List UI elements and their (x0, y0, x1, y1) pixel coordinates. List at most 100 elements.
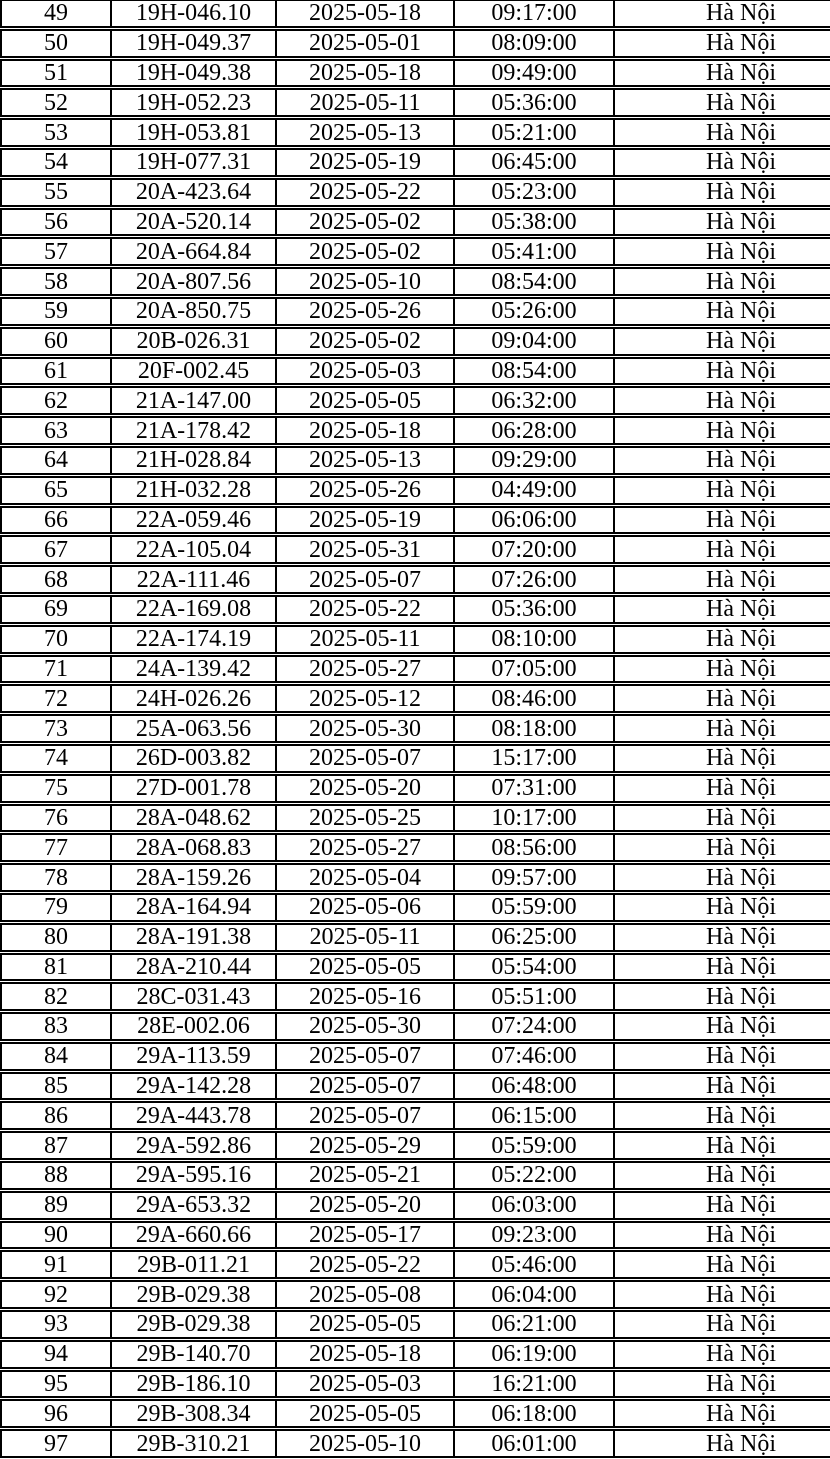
cell-index: 81 (44, 954, 68, 980)
cell-index: 92 (44, 1282, 68, 1308)
cell-date: 2025-05-02 (275, 209, 453, 235)
cell-index: 85 (44, 1073, 68, 1099)
cell-location: Hà Nội (613, 1312, 830, 1337)
table-row: 66 22A-059.46 2025-05-19 06:06:00 Hà Nội (0, 505, 830, 535)
cell-date: 2025-05-01 (275, 30, 453, 56)
cell-license-plate: 28C-031.43 (110, 984, 275, 1010)
cell-license-plate: 22A-174.19 (110, 626, 275, 652)
cell-index: 65 (44, 477, 68, 503)
table-row: 52 19H-052.23 2025-05-11 05:36:00 Hà Nội (0, 88, 830, 118)
cell-index: 86 (44, 1103, 68, 1129)
cell-date: 2025-05-05 (275, 954, 453, 980)
cell-index: 67 (44, 537, 68, 563)
cell-location: Hà Nội (613, 447, 830, 473)
cell-location: Hà Nội (613, 1371, 830, 1397)
cell-license-plate: 28A-210.44 (110, 954, 275, 980)
table-row: 71 24A-139.42 2025-05-27 07:05:00 Hà Nội (0, 654, 830, 684)
cell-date: 2025-05-30 (275, 1014, 453, 1039)
cell-license-plate: 21A-178.42 (110, 418, 275, 443)
cell-location: Hà Nội (613, 1282, 830, 1308)
table-row: 61 20F-002.45 2025-05-03 08:54:00 Hà Nội (0, 356, 830, 386)
cell-index: 76 (44, 805, 68, 831)
cell-index: 97 (44, 1431, 68, 1457)
cell-time: 04:49:00 (453, 477, 613, 503)
cell-license-plate: 19H-046.10 (110, 1, 275, 26)
cell-license-plate: 29B-310.21 (110, 1431, 275, 1457)
cell-date: 2025-05-30 (275, 716, 453, 741)
cell-license-plate: 21A-147.00 (110, 388, 275, 414)
cell-time: 05:59:00 (453, 1133, 613, 1159)
table-row: 68 22A-111.46 2025-05-07 07:26:00 Hà Nội (0, 565, 830, 594)
cell-time: 06:18:00 (453, 1401, 613, 1427)
cell-location: Hà Nội (613, 507, 830, 533)
cell-date: 2025-05-11 (275, 924, 453, 950)
cell-index: 89 (44, 1192, 68, 1218)
cell-license-plate: 21H-028.84 (110, 447, 275, 473)
table-row: 55 20A-423.64 2025-05-22 05:23:00 Hà Nội (0, 177, 830, 207)
cell-location: Hà Nội (613, 865, 830, 890)
cell-location: Hà Nội (613, 328, 830, 354)
cell-license-plate: 29B-308.34 (110, 1401, 275, 1427)
table-row: 87 29A-592.86 2025-05-29 05:59:00 Hà Nội (0, 1131, 830, 1161)
cell-index: 87 (44, 1133, 68, 1159)
cell-location: Hà Nội (613, 716, 830, 741)
cell-time: 05:22:00 (453, 1163, 613, 1188)
cell-license-plate: 29B-186.10 (110, 1371, 275, 1397)
cell-date: 2025-05-02 (275, 239, 453, 265)
cell-license-plate: 29A-142.28 (110, 1073, 275, 1099)
cell-location: Hà Nội (613, 835, 830, 861)
table-row: 73 25A-063.56 2025-05-30 08:18:00 Hà Nội (0, 714, 830, 743)
cell-date: 2025-05-27 (275, 656, 453, 682)
cell-date: 2025-05-25 (275, 805, 453, 831)
cell-time: 08:10:00 (453, 626, 613, 652)
cell-index: 74 (44, 745, 68, 771)
cell-index: 59 (44, 298, 68, 324)
cell-date: 2025-05-12 (275, 686, 453, 712)
cell-index: 69 (44, 596, 68, 622)
table-row: 81 28A-210.44 2025-05-05 05:54:00 Hà Nội (0, 952, 830, 982)
cell-time: 08:54:00 (453, 269, 613, 294)
table-row: 59 20A-850.75 2025-05-26 05:26:00 Hà Nội (0, 296, 830, 326)
cell-date: 2025-05-18 (275, 418, 453, 443)
cell-date: 2025-05-05 (275, 1401, 453, 1427)
table-row: 77 28A-068.83 2025-05-27 08:56:00 Hà Nội (0, 833, 830, 863)
cell-date: 2025-05-03 (275, 358, 453, 384)
cell-date: 2025-05-11 (275, 626, 453, 652)
cell-license-plate: 29A-653.32 (110, 1192, 275, 1218)
cell-index: 58 (44, 269, 68, 294)
cell-time: 05:51:00 (453, 984, 613, 1010)
cell-time: 09:23:00 (453, 1222, 613, 1248)
table-row: 63 21A-178.42 2025-05-18 06:28:00 Hà Nội (0, 416, 830, 445)
cell-time: 05:21:00 (453, 120, 613, 145)
cell-location: Hà Nội (613, 477, 830, 503)
cell-date: 2025-05-26 (275, 298, 453, 324)
cell-license-plate: 29B-140.70 (110, 1341, 275, 1367)
cell-index: 79 (44, 894, 68, 920)
cell-license-plate: 28A-048.62 (110, 805, 275, 831)
cell-index: 62 (44, 388, 68, 414)
cell-license-plate: 22A-111.46 (110, 567, 275, 592)
cell-time: 06:21:00 (453, 1312, 613, 1337)
cell-date: 2025-05-16 (275, 984, 453, 1010)
cell-license-plate: 20A-850.75 (110, 298, 275, 324)
cell-license-plate: 29A-592.86 (110, 1133, 275, 1159)
cell-location: Hà Nội (613, 775, 830, 801)
table-row: 50 19H-049.37 2025-05-01 08:09:00 Hà Nội (0, 28, 830, 58)
cell-date: 2025-05-19 (275, 149, 453, 175)
cell-date: 2025-05-22 (275, 179, 453, 205)
table-row: 91 29B-011.21 2025-05-22 05:46:00 Hà Nội (0, 1250, 830, 1280)
cell-index: 55 (44, 179, 68, 205)
cell-license-plate: 20A-423.64 (110, 179, 275, 205)
cell-license-plate: 20A-807.56 (110, 269, 275, 294)
cell-index: 63 (44, 418, 68, 443)
cell-license-plate: 29A-443.78 (110, 1103, 275, 1129)
table-row: 82 28C-031.43 2025-05-16 05:51:00 Hà Nội (0, 982, 830, 1012)
cell-license-plate: 29B-029.38 (110, 1312, 275, 1337)
table-row: 78 28A-159.26 2025-05-04 09:57:00 Hà Nội (0, 863, 830, 892)
cell-date: 2025-05-07 (275, 1043, 453, 1069)
cell-date: 2025-05-18 (275, 1, 453, 26)
cell-date: 2025-05-02 (275, 328, 453, 354)
cell-date: 2025-05-27 (275, 835, 453, 861)
cell-location: Hà Nội (613, 30, 830, 56)
